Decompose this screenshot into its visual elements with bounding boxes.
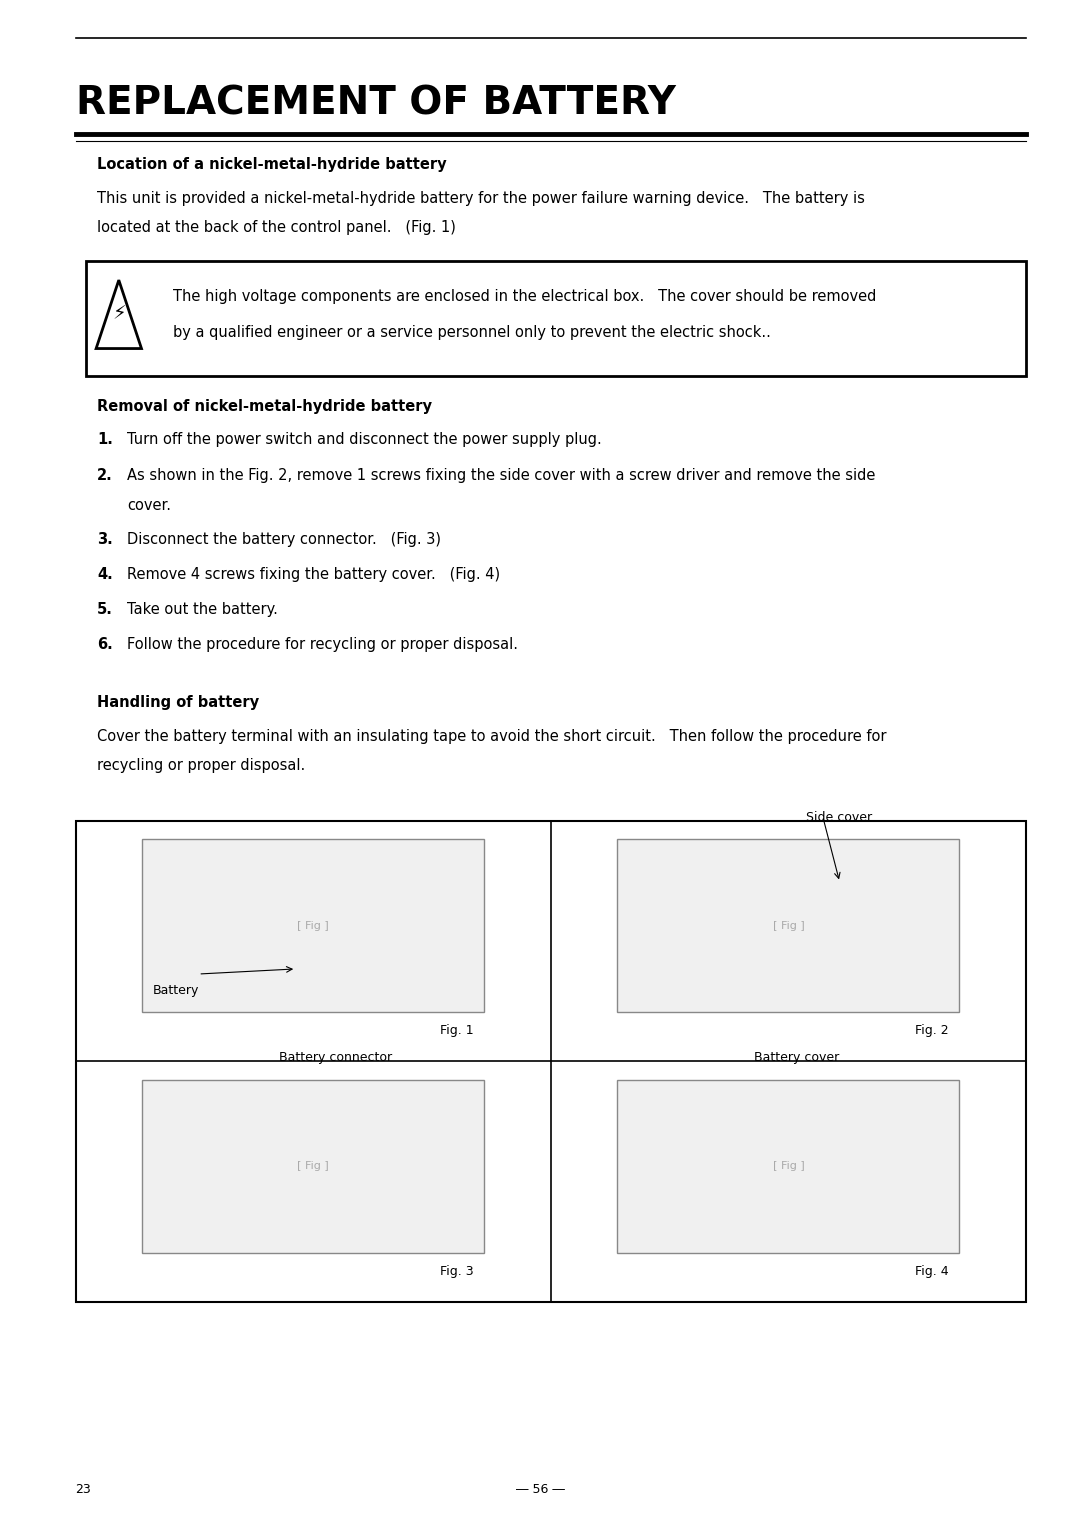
Text: 4.: 4. <box>97 567 113 582</box>
Text: Battery connector: Battery connector <box>279 1051 392 1065</box>
Text: Fig. 3: Fig. 3 <box>440 1265 473 1277</box>
Text: [ Fig ]: [ Fig ] <box>772 1161 805 1172</box>
FancyBboxPatch shape <box>143 1080 484 1253</box>
Text: Side cover: Side cover <box>806 811 872 824</box>
Text: Cover the battery terminal with an insulating tape to avoid the short circuit.  : Cover the battery terminal with an insul… <box>97 729 887 744</box>
Text: Take out the battery.: Take out the battery. <box>127 602 279 617</box>
Text: [ Fig ]: [ Fig ] <box>772 920 805 931</box>
Text: 1.: 1. <box>97 432 113 448</box>
Text: cover.: cover. <box>127 498 172 513</box>
Text: Fig. 2: Fig. 2 <box>915 1024 948 1038</box>
Text: As shown in the Fig. 2, remove 1 screws fixing the side cover with a screw drive: As shown in the Fig. 2, remove 1 screws … <box>127 468 876 483</box>
Text: ― 56 ―: ― 56 ― <box>515 1484 565 1496</box>
Text: 5.: 5. <box>97 602 113 617</box>
Text: REPLACEMENT OF BATTERY: REPLACEMENT OF BATTERY <box>76 84 675 122</box>
Text: Turn off the power switch and disconnect the power supply plug.: Turn off the power switch and disconnect… <box>127 432 603 448</box>
Text: Fig. 1: Fig. 1 <box>440 1024 473 1038</box>
Text: Battery cover: Battery cover <box>754 1051 839 1065</box>
Text: 2.: 2. <box>97 468 113 483</box>
Text: 23: 23 <box>76 1484 92 1496</box>
Text: Follow the procedure for recycling or proper disposal.: Follow the procedure for recycling or pr… <box>127 637 518 652</box>
Text: Handling of battery: Handling of battery <box>97 695 259 711</box>
Text: Fig. 4: Fig. 4 <box>915 1265 948 1277</box>
Text: The high voltage components are enclosed in the electrical box.   The cover shou: The high voltage components are enclosed… <box>173 289 876 304</box>
Text: 3.: 3. <box>97 532 113 547</box>
Text: Disconnect the battery connector.   (Fig. 3): Disconnect the battery connector. (Fig. … <box>127 532 442 547</box>
Text: Location of a nickel-metal-hydride battery: Location of a nickel-metal-hydride batte… <box>97 157 447 173</box>
Text: Remove 4 screws fixing the battery cover.   (Fig. 4): Remove 4 screws fixing the battery cover… <box>127 567 500 582</box>
Text: This unit is provided a nickel-metal-hydride battery for the power failure warni: This unit is provided a nickel-metal-hyd… <box>97 191 865 206</box>
Text: by a qualified engineer or a service personnel only to prevent the electric shoc: by a qualified engineer or a service per… <box>173 325 771 341</box>
Text: ⚡: ⚡ <box>112 304 125 324</box>
Text: [ Fig ]: [ Fig ] <box>297 1161 329 1172</box>
Text: located at the back of the control panel.   (Fig. 1): located at the back of the control panel… <box>97 220 456 235</box>
Text: recycling or proper disposal.: recycling or proper disposal. <box>97 758 306 773</box>
Text: Battery: Battery <box>153 984 200 996</box>
FancyBboxPatch shape <box>76 821 1026 1302</box>
Text: [ Fig ]: [ Fig ] <box>297 920 329 931</box>
FancyBboxPatch shape <box>618 1080 959 1253</box>
Text: 6.: 6. <box>97 637 113 652</box>
FancyBboxPatch shape <box>143 839 484 1012</box>
FancyBboxPatch shape <box>86 261 1026 376</box>
Text: Removal of nickel-metal-hydride battery: Removal of nickel-metal-hydride battery <box>97 399 432 414</box>
FancyBboxPatch shape <box>618 839 959 1012</box>
